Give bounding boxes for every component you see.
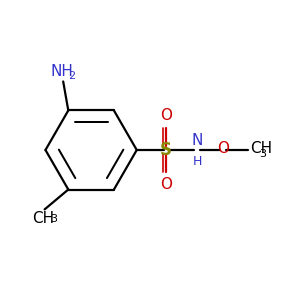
Text: O: O (160, 177, 172, 192)
Text: NH: NH (50, 64, 73, 79)
Text: CH: CH (32, 211, 54, 226)
Text: O: O (160, 108, 172, 123)
Text: S: S (160, 141, 172, 159)
Text: CH: CH (250, 141, 272, 156)
Text: H: H (192, 155, 202, 168)
Text: N: N (191, 133, 203, 148)
Text: 2: 2 (68, 71, 75, 81)
Text: 3: 3 (259, 148, 266, 158)
Text: 3: 3 (50, 214, 57, 224)
Text: O: O (217, 141, 229, 156)
